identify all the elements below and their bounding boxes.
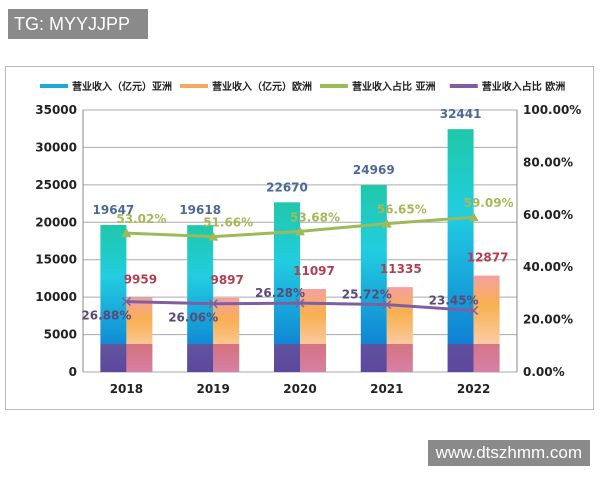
y-tick-right: 40.00% [523, 260, 573, 274]
y-tick-left: 10000 [35, 290, 77, 304]
legend-label: 营业收入（亿元）欧洲 [212, 80, 312, 93]
bar-label-europe: 9959 [124, 272, 157, 286]
bar-base-shade [100, 344, 153, 372]
bar-label-europe: 12877 [467, 251, 509, 265]
bar-label-asia: 19618 [179, 203, 221, 217]
y-tick-right: 60.00% [523, 208, 573, 222]
marker-asia-share [295, 226, 305, 236]
point-label-asia-share: 56.65% [377, 203, 427, 217]
watermark-top: TG: MYYJJPP [8, 9, 148, 39]
bar-base-shade [360, 344, 413, 372]
point-label-europe-share: 26.28% [255, 286, 305, 300]
x-tick-label: 2020 [283, 382, 316, 396]
x-tick-label: 2018 [110, 382, 143, 396]
bar-label-europe: 9897 [210, 273, 243, 287]
marker-europe-share [382, 300, 392, 310]
y-tick-right: 100.00% [523, 103, 581, 117]
point-label-europe-share: 26.06% [168, 311, 218, 325]
y-tick-left: 15000 [35, 253, 77, 267]
y-tick-right: 80.00% [523, 155, 573, 169]
bar-label-asia: 22670 [266, 180, 308, 194]
marker-europe-share [469, 306, 479, 316]
legend-swatch [40, 84, 68, 88]
y-tick-left: 5000 [44, 328, 77, 342]
y-tick-left: 0 [69, 365, 77, 379]
legend-label: 营业收入占比 欧洲 [482, 80, 565, 93]
x-tick-label: 2019 [196, 382, 229, 396]
marker-europe-share [295, 298, 305, 308]
x-tick-label: 2022 [457, 382, 490, 396]
point-label-europe-share: 23.45% [429, 294, 479, 308]
marker-europe-share [121, 297, 131, 307]
legend-swatch [320, 84, 348, 88]
y-tick-left: 30000 [35, 140, 77, 154]
point-label-asia-share: 53.68% [290, 210, 340, 224]
chart-frame [5, 66, 594, 410]
marker-asia-share [121, 228, 132, 238]
x-tick-label: 2021 [370, 382, 403, 396]
point-label-asia-share: 53.02% [116, 212, 166, 226]
bar-label-asia: 24969 [353, 163, 395, 177]
legend-label: 营业收入占比 亚洲 [352, 80, 435, 93]
y-tick-left: 35000 [35, 103, 77, 117]
marker-asia-share [208, 231, 219, 241]
bar-label-europe: 11097 [293, 264, 335, 278]
marker-europe-share [208, 299, 218, 309]
point-label-asia-share: 51.66% [203, 216, 253, 230]
bar-asia [360, 185, 387, 372]
bar-label-asia: 19647 [93, 203, 135, 217]
bar-label-europe: 11335 [380, 262, 422, 276]
watermark-bottom: www.dtszhmm.com [427, 440, 590, 466]
point-label-europe-share: 25.72% [342, 288, 392, 302]
bar-base-shade [447, 344, 500, 372]
bar-label-asia: 32441 [440, 107, 482, 121]
legend-swatch [449, 84, 478, 88]
bar-base-shade [187, 344, 240, 372]
point-label-europe-share: 26.88% [81, 309, 131, 323]
y-tick-left: 25000 [35, 178, 77, 192]
marker-asia-share [381, 218, 392, 228]
bar-base-shade [274, 344, 326, 372]
bar-asia [447, 129, 474, 372]
point-label-asia-share: 59.09% [464, 196, 514, 210]
y-tick-right: 20.00% [523, 313, 573, 327]
y-tick-left: 20000 [35, 215, 77, 229]
legend-label: 营业收入（亿元）亚洲 [72, 80, 172, 93]
y-tick-right: 0.00% [523, 365, 565, 379]
marker-asia-share [468, 212, 479, 222]
legend-swatch [180, 84, 208, 88]
